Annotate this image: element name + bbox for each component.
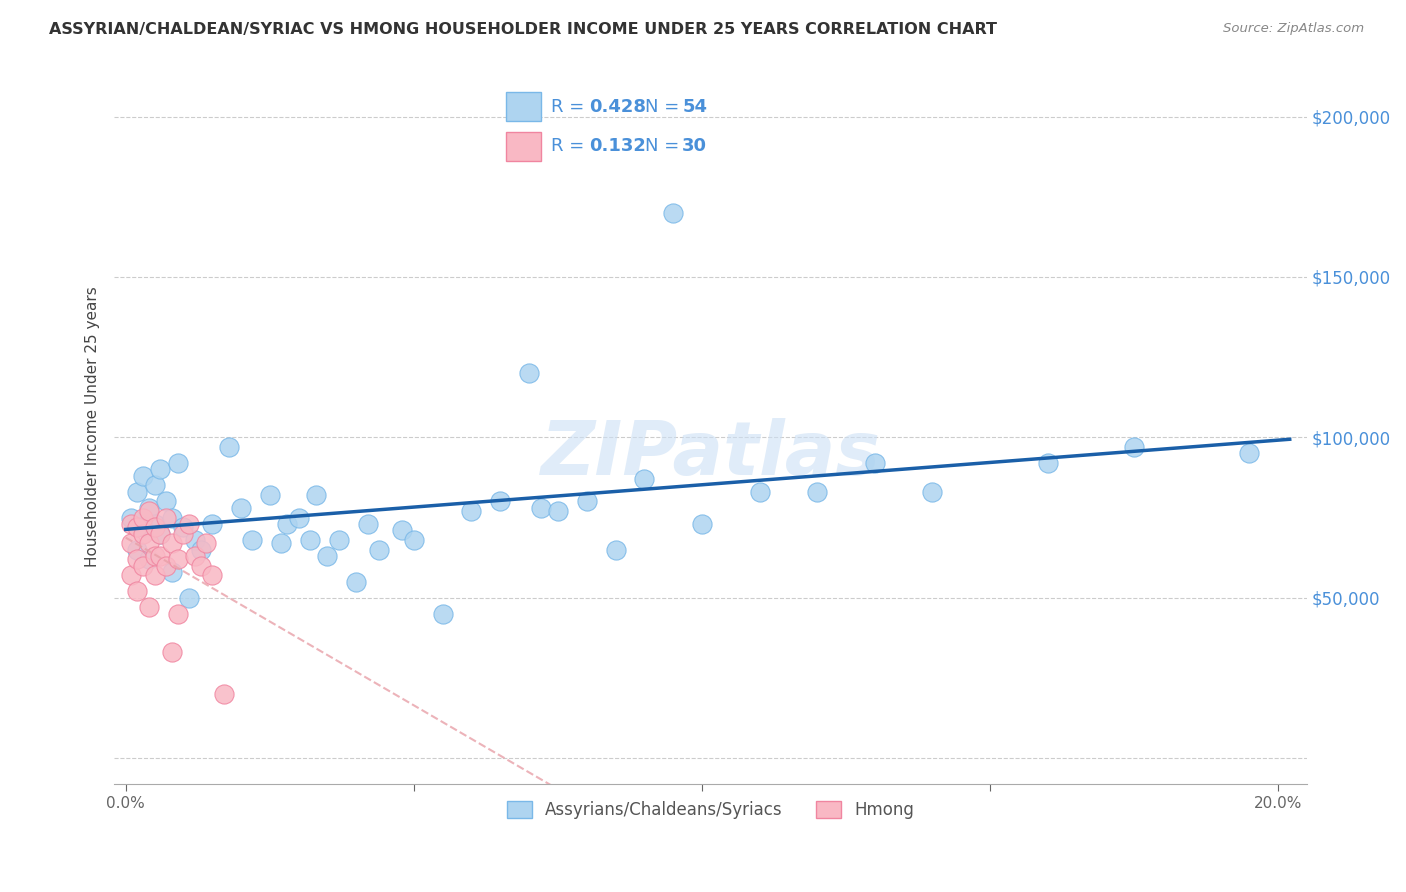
- Point: [921, 484, 943, 499]
- Point: [149, 462, 172, 476]
- Point: [328, 533, 350, 547]
- Point: [287, 510, 309, 524]
- Point: [149, 526, 172, 541]
- Point: [172, 520, 194, 534]
- Legend: Assyrians/Chaldeans/Syriacs, Hmong: Assyrians/Chaldeans/Syriacs, Hmong: [501, 794, 921, 825]
- Point: [127, 542, 149, 557]
- Point: [1123, 440, 1146, 454]
- Point: [138, 600, 160, 615]
- Point: [132, 510, 155, 524]
- Point: [748, 484, 770, 499]
- Point: [402, 533, 425, 547]
- Point: [121, 510, 143, 524]
- Point: [121, 536, 143, 550]
- Point: [172, 526, 194, 541]
- Point: [863, 456, 886, 470]
- Point: [270, 536, 292, 550]
- Text: ZIPatlas: ZIPatlas: [540, 418, 880, 491]
- Point: [127, 520, 149, 534]
- Point: [547, 504, 569, 518]
- Point: [143, 568, 166, 582]
- Point: [143, 549, 166, 563]
- Point: [662, 206, 685, 220]
- Point: [575, 494, 598, 508]
- Point: [633, 472, 655, 486]
- Point: [160, 510, 183, 524]
- Point: [132, 558, 155, 573]
- Point: [229, 500, 252, 515]
- Point: [143, 478, 166, 492]
- Point: [530, 500, 553, 515]
- Point: [160, 645, 183, 659]
- Point: [121, 516, 143, 531]
- Point: [177, 516, 200, 531]
- Point: [460, 504, 482, 518]
- Point: [299, 533, 322, 547]
- Point: [242, 533, 264, 547]
- Point: [184, 549, 207, 563]
- Point: [690, 516, 713, 531]
- Point: [212, 687, 235, 701]
- Point: [138, 536, 160, 550]
- Point: [155, 510, 177, 524]
- Point: [201, 516, 224, 531]
- Point: [195, 536, 218, 550]
- Point: [432, 607, 454, 621]
- Point: [1239, 446, 1261, 460]
- Point: [166, 607, 188, 621]
- Point: [201, 568, 224, 582]
- Point: [143, 520, 166, 534]
- Point: [517, 366, 540, 380]
- Point: [132, 526, 155, 541]
- Point: [138, 552, 160, 566]
- Point: [489, 494, 512, 508]
- Point: [127, 584, 149, 599]
- Point: [344, 574, 367, 589]
- Point: [127, 484, 149, 499]
- Point: [177, 591, 200, 605]
- Point: [121, 568, 143, 582]
- Y-axis label: Householder Income Under 25 years: Householder Income Under 25 years: [86, 285, 100, 566]
- Text: Source: ZipAtlas.com: Source: ZipAtlas.com: [1223, 22, 1364, 36]
- Point: [160, 536, 183, 550]
- Point: [155, 558, 177, 573]
- Point: [149, 549, 172, 563]
- Point: [605, 542, 627, 557]
- Point: [368, 542, 391, 557]
- Point: [391, 524, 413, 538]
- Point: [166, 456, 188, 470]
- Point: [806, 484, 828, 499]
- Point: [149, 526, 172, 541]
- Point: [155, 494, 177, 508]
- Point: [184, 533, 207, 547]
- Point: [190, 558, 212, 573]
- Point: [143, 516, 166, 531]
- Point: [218, 440, 240, 454]
- Point: [276, 516, 298, 531]
- Point: [138, 504, 160, 518]
- Point: [127, 552, 149, 566]
- Point: [259, 488, 281, 502]
- Point: [316, 549, 339, 563]
- Point: [305, 488, 328, 502]
- Point: [132, 520, 155, 534]
- Point: [138, 500, 160, 515]
- Point: [160, 565, 183, 579]
- Point: [1036, 456, 1059, 470]
- Point: [132, 468, 155, 483]
- Text: ASSYRIAN/CHALDEAN/SYRIAC VS HMONG HOUSEHOLDER INCOME UNDER 25 YEARS CORRELATION : ASSYRIAN/CHALDEAN/SYRIAC VS HMONG HOUSEH…: [49, 22, 997, 37]
- Point: [166, 552, 188, 566]
- Point: [190, 542, 212, 557]
- Point: [357, 516, 380, 531]
